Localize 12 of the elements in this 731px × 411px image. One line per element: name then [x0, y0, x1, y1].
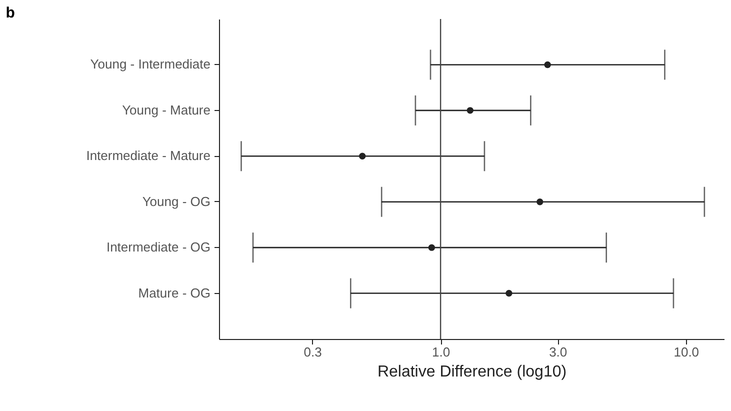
- x-tick-label: 10.0: [674, 344, 700, 360]
- text: b: [6, 4, 15, 22]
- x-tick-label: 0.3: [304, 344, 322, 360]
- x-axis-title: Relative Difference (log10): [377, 364, 567, 380]
- x-tick-label: 3.0: [549, 344, 568, 360]
- y-tick-label: Young - Mature: [122, 102, 210, 118]
- x-tick-label: 1.0: [432, 344, 450, 360]
- y-tick-label: Young - Intermediate: [90, 56, 210, 72]
- y-tick-label: Young - OG: [142, 194, 210, 209]
- y-tick-label: Mature - OG: [138, 285, 210, 300]
- y-tick-label: Intermediate - Mature: [86, 148, 210, 164]
- y-tick-label: Intermediate - OG: [106, 240, 210, 255]
